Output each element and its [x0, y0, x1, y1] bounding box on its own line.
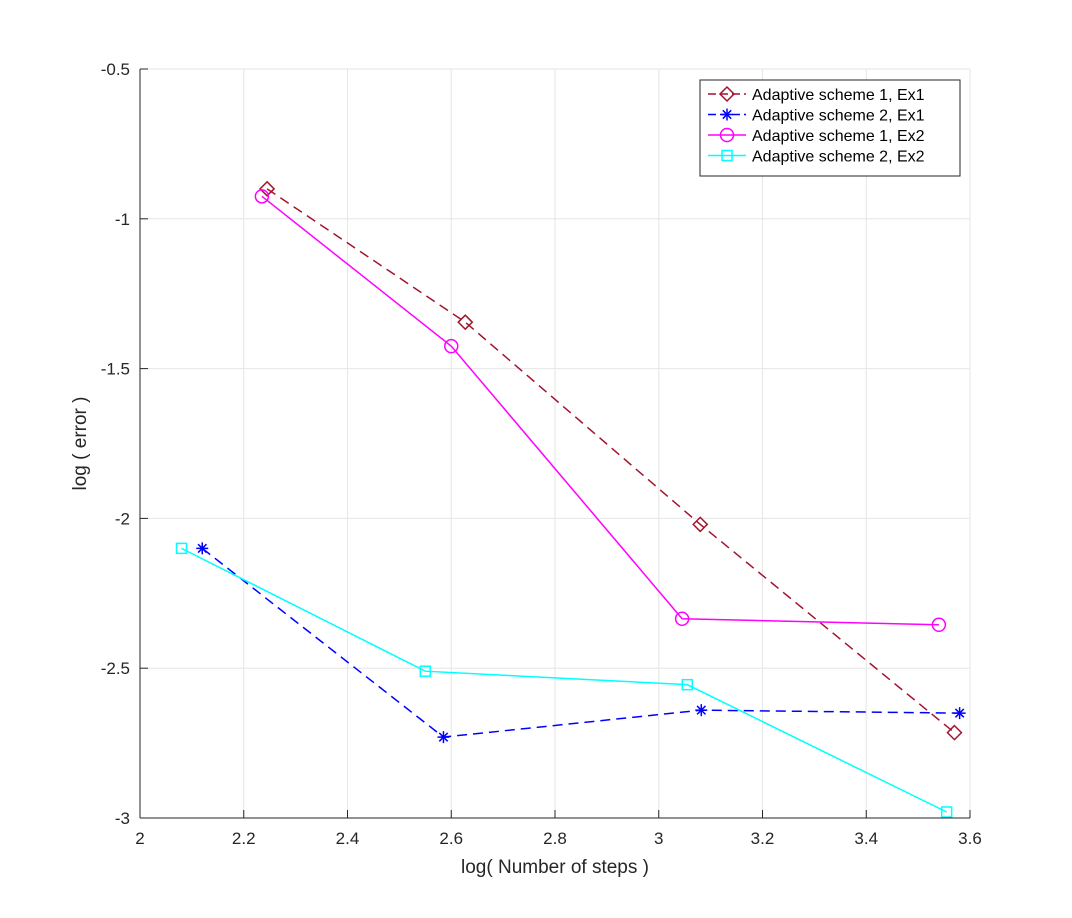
series-4: [175, 542, 953, 818]
series-layer: [175, 180, 966, 818]
series-1: [259, 180, 963, 741]
legend-marker: [718, 85, 736, 103]
y-tick-label: -1.5: [101, 360, 130, 379]
x-axis-title: log( Number of steps ): [461, 857, 649, 878]
data-point: [940, 806, 953, 818]
legend-box: [699, 79, 961, 177]
x-tick-label: 3.2: [751, 829, 775, 848]
series-line: [261, 195, 939, 626]
legend-label: Adaptive scheme 2, Ex1: [752, 108, 925, 125]
legend-item: Adaptive scheme 1, Ex2: [708, 127, 925, 145]
series-3: [254, 189, 947, 633]
y-tick-label: -2: [115, 509, 130, 528]
legend-item: Adaptive scheme 2, Ex2: [708, 149, 925, 166]
series-line: [201, 547, 960, 738]
x-tick-label: 3.6: [958, 829, 982, 848]
x-tick-label: 2.2: [232, 829, 256, 848]
data-point: [946, 724, 963, 741]
data-point: [254, 189, 270, 204]
data-point: [444, 338, 459, 354]
series-line: [266, 188, 955, 734]
legend-marker: [721, 149, 733, 162]
legend-marker: [719, 127, 735, 143]
legend-label: Adaptive scheme 1, Ex2: [752, 128, 925, 145]
series-line: [181, 547, 947, 813]
y-tick-label: -3: [115, 809, 130, 828]
x-tick-label: 3.4: [854, 829, 878, 848]
data-point: [674, 611, 690, 627]
data-point: [419, 665, 432, 677]
y-axis-title: log ( error ): [70, 397, 91, 491]
x-tick-label: 3: [654, 829, 663, 848]
data-point: [695, 704, 708, 717]
data-point: [457, 314, 474, 331]
x-tick-label: 2.4: [336, 829, 360, 848]
x-tick-label: 2.6: [439, 829, 463, 848]
data-point: [692, 516, 709, 533]
legend-item: Adaptive scheme 2, Ex1: [708, 108, 925, 125]
data-point: [953, 707, 966, 720]
x-tick-label: 2: [135, 829, 144, 848]
grid: [139, 68, 971, 819]
data-point: [681, 678, 694, 691]
legend-item: Adaptive scheme 1, Ex1: [708, 85, 925, 104]
data-point: [259, 180, 276, 197]
y-tick-label: -1: [115, 210, 130, 229]
data-point: [437, 731, 450, 744]
tick-labels: 2 2.2 2.4 2.6 2.8 3 3.2 3.4 3.6 -3 -2.5 -2 -1.5 -1 -0.…: [101, 60, 982, 848]
series-2: [196, 542, 966, 744]
data-point: [931, 617, 947, 633]
legend-label: Adaptive scheme 2, Ex2: [752, 149, 925, 166]
data-point: [196, 542, 209, 555]
y-tick-label: -2.5: [101, 659, 130, 678]
legend-marker: [721, 108, 733, 121]
legend-label: Adaptive scheme 1, Ex1: [752, 87, 925, 104]
axes: [139, 68, 971, 819]
legend: Adaptive scheme 1, Ex1 Adaptive scheme 2,…: [699, 79, 961, 177]
data-point: [175, 542, 188, 555]
x-tick-label: 2.8: [543, 829, 567, 848]
y-tick-label: -0.5: [101, 60, 130, 79]
